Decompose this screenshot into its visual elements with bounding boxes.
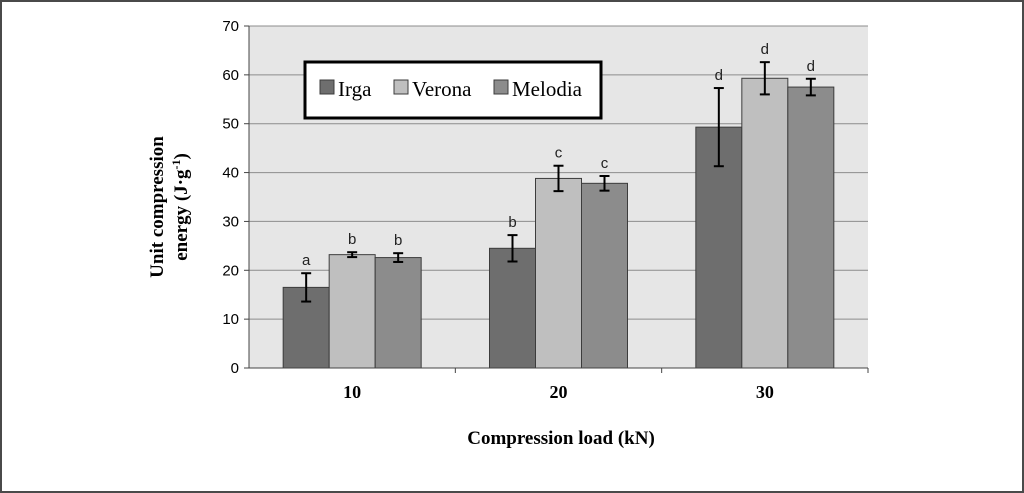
y-axis-title-line2: energy (J·g-1) <box>169 153 192 261</box>
legend-swatch-verona <box>393 79 409 95</box>
significance-letter: d <box>761 41 769 58</box>
legend-label-irga: Irga <box>338 77 372 101</box>
significance-letter: b <box>348 231 356 248</box>
significance-letter: d <box>807 58 815 75</box>
significance-letter: c <box>555 145 563 162</box>
bar-verona-20 <box>535 177 582 369</box>
y-tick-label: 70 <box>222 18 239 35</box>
significance-letter: d <box>715 67 723 84</box>
legend-swatch-irga <box>319 79 335 95</box>
bar-verona-10 <box>328 254 376 369</box>
y-tick-label: 20 <box>222 262 239 279</box>
bar-irga-20 <box>489 247 536 369</box>
bar-melodia-10 <box>374 257 422 369</box>
significance-letter: a <box>302 252 311 269</box>
error-bars <box>301 61 816 303</box>
y-tick-label: 30 <box>222 213 239 230</box>
x-axis-title: Compression load (kN) <box>467 428 655 449</box>
significance-letter: b <box>508 214 516 231</box>
y-axis-title-sup: -1 <box>169 160 183 170</box>
y-tick-label: 0 <box>231 360 239 377</box>
bar-melodia-20 <box>581 182 628 369</box>
bar-melodia-30 <box>787 86 835 369</box>
bars <box>282 77 835 369</box>
y-axis-title-line1: Unit compression <box>147 136 168 278</box>
legend: Irga Verona Melodia <box>303 60 603 120</box>
y-axis-title-prefix: energy (J·g <box>171 169 192 261</box>
x-category-label: 30 <box>756 382 774 402</box>
legend-label-verona: Verona <box>412 77 472 101</box>
legend-label-melodia: Melodia <box>512 77 583 101</box>
y-tick-label: 50 <box>222 116 239 133</box>
x-axis-categories: 10 20 30 <box>343 368 869 402</box>
significance-letter: c <box>601 155 609 172</box>
legend-swatch-melodia <box>493 79 509 95</box>
x-category-label: 10 <box>343 382 361 402</box>
y-tick-label: 60 <box>222 67 239 84</box>
bar-verona-30 <box>741 77 789 369</box>
bar-irga-30 <box>695 126 743 369</box>
x-category-label: 20 <box>550 382 568 402</box>
legend-box <box>303 60 603 120</box>
y-tick-label: 10 <box>222 311 239 328</box>
y-axis-title-suffix: ) <box>171 153 192 159</box>
significance-letters: a b b b c c d d d <box>302 41 815 269</box>
significance-letter: b <box>394 232 402 249</box>
y-axis-ticks: 0 10 20 30 40 50 60 70 <box>222 18 249 377</box>
y-tick-label: 40 <box>222 165 239 182</box>
